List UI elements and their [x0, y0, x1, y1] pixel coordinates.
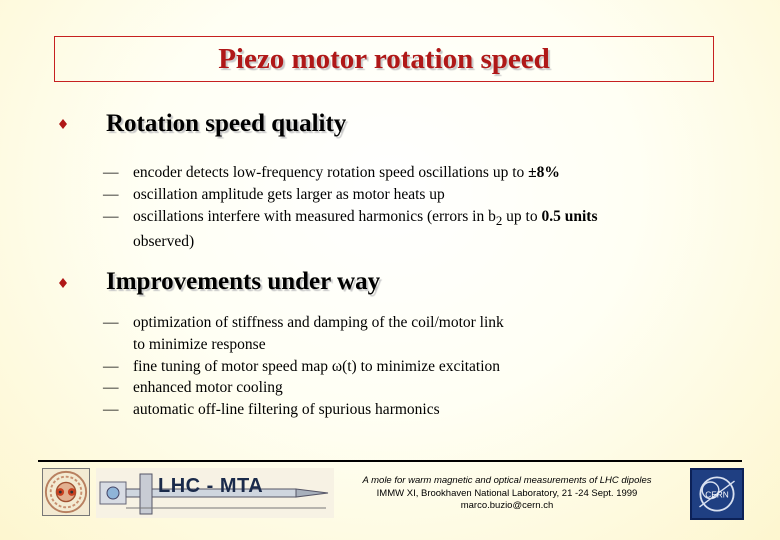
lhc-mta-banner: LHC - MTA: [96, 468, 334, 518]
magnet-cross-section-logo-icon: [42, 468, 90, 516]
bullet-diamond-icon: [59, 278, 67, 288]
footer-conference: IMMW XI, Brookhaven National Laboratory,…: [376, 487, 638, 499]
dash-icon: —: [103, 314, 119, 331]
title-box: Piezo motor rotation speed: [54, 36, 714, 82]
list-item: — oscillations interfere with measured h…: [103, 206, 597, 254]
footer-info: A mole for warm magnetic and optical mea…: [338, 475, 676, 513]
list-item: — optimization of stiffness and damping …: [103, 312, 504, 356]
item-text: oscillation amplitude gets larger as mot…: [133, 185, 445, 203]
footer-subtitle: A mole for warm magnetic and optical mea…: [362, 475, 652, 486]
item-text: oscillations interfere with measured har…: [133, 207, 496, 225]
item-text: to minimize response: [133, 335, 266, 353]
section-heading-improvements: Improvements under way: [106, 268, 381, 295]
footer-divider: [38, 460, 742, 462]
list-item: — automatic off-line filtering of spurio…: [103, 399, 504, 421]
item-text: observed): [133, 233, 195, 251]
cern-logo-text: CERN: [705, 490, 729, 500]
list-item: — oscillation amplitude gets larger as m…: [103, 184, 597, 206]
item-text: fine tuning of motor speed map ω(t) to m…: [133, 357, 501, 375]
list-item: — fine tuning of motor speed map ω(t) to…: [103, 356, 504, 378]
dash-icon: —: [103, 185, 119, 203]
item-subscript: 2: [495, 212, 503, 228]
section-heading-rotation: Rotation speed quality: [106, 110, 347, 137]
item-text: encoder detects low-frequency rotation s…: [133, 164, 529, 181]
dash-icon: —: [103, 357, 119, 375]
bullet-diamond-icon: [59, 119, 67, 129]
footer-email: marco.buzio@cern.ch: [460, 500, 554, 512]
list-item: — enhanced motor cooling: [103, 377, 504, 399]
dash-icon: —: [103, 164, 119, 181]
dash-icon: —: [103, 379, 119, 397]
item-text: optimization of stiffness and damping of…: [133, 314, 504, 331]
slide-title: Piezo motor rotation speed: [218, 42, 550, 75]
sublist-improvements: — optimization of stiffness and damping …: [103, 312, 504, 421]
item-value: 0.5 units: [541, 207, 598, 225]
item-text: up to: [502, 207, 542, 225]
list-item: — encoder detects low-frequency rotation…: [103, 162, 597, 184]
dash-icon: —: [103, 207, 119, 225]
cern-logo-icon: CERN: [690, 468, 744, 520]
item-text: automatic off-line filtering of spurious…: [133, 401, 440, 419]
sublist-rotation: — encoder detects low-frequency rotation…: [103, 162, 597, 253]
banner-title: LHC - MTA: [158, 475, 264, 497]
item-value: ±8%: [528, 164, 560, 181]
dash-icon: —: [103, 401, 119, 419]
mole-device-icon: [96, 468, 334, 518]
item-text: enhanced motor cooling: [133, 379, 283, 397]
